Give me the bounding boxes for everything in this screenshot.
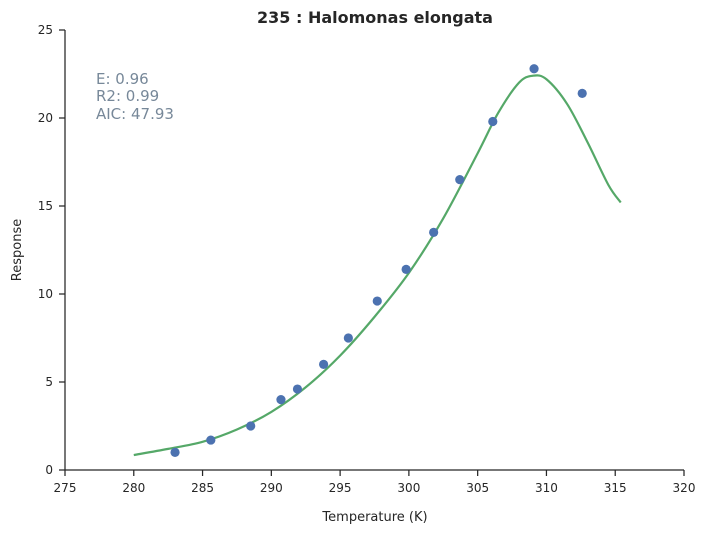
x-tick-label: 320 xyxy=(673,481,696,495)
data-point xyxy=(372,296,382,306)
x-tick-label: 300 xyxy=(397,481,420,495)
x-tick-label: 315 xyxy=(604,481,627,495)
y-tick-label: 25 xyxy=(38,23,53,37)
stat-aic: AIC: 47.93 xyxy=(96,105,174,123)
stat-e: E: 0.96 xyxy=(96,70,149,88)
data-point xyxy=(206,435,216,445)
data-point xyxy=(429,227,439,237)
x-tick-label: 285 xyxy=(191,481,214,495)
y-tick-label: 15 xyxy=(38,199,53,213)
data-point xyxy=(319,359,329,369)
data-point xyxy=(292,384,303,394)
x-tick-label: 275 xyxy=(54,481,77,495)
x-tick-label: 305 xyxy=(466,481,489,495)
data-point xyxy=(276,395,286,405)
x-tick-label: 290 xyxy=(260,481,283,495)
y-tick-label: 10 xyxy=(38,287,53,301)
y-tick-label: 5 xyxy=(45,375,53,389)
x-tick-label: 280 xyxy=(122,481,145,495)
data-point xyxy=(529,64,539,74)
data-point xyxy=(401,264,411,274)
data-point xyxy=(488,116,498,127)
stat-r2: R2: 0.99 xyxy=(96,87,159,105)
y-axis-ticks: 0 5 10 15 20 25 xyxy=(38,23,65,477)
plot-area xyxy=(133,64,622,457)
data-point xyxy=(246,421,256,431)
data-point xyxy=(577,88,587,98)
x-tick-label: 295 xyxy=(329,481,352,495)
x-axis-label: Temperature (K) xyxy=(321,510,427,525)
x-tick-label: 310 xyxy=(535,481,558,495)
data-point xyxy=(455,175,465,185)
chart-title: 235 : Halomonas elongata xyxy=(257,8,493,27)
data-point xyxy=(343,333,353,343)
y-tick-label: 20 xyxy=(38,111,53,125)
y-tick-label: 0 xyxy=(45,463,53,477)
fit-statistics: E: 0.96 R2: 0.99 AIC: 47.93 xyxy=(96,70,174,123)
fit-curve xyxy=(133,74,622,457)
y-axis-label: Response xyxy=(10,219,25,281)
data-point xyxy=(170,447,180,457)
x-axis-ticks: 275 280 285 290 295 300 305 310 315 320 xyxy=(54,470,696,495)
